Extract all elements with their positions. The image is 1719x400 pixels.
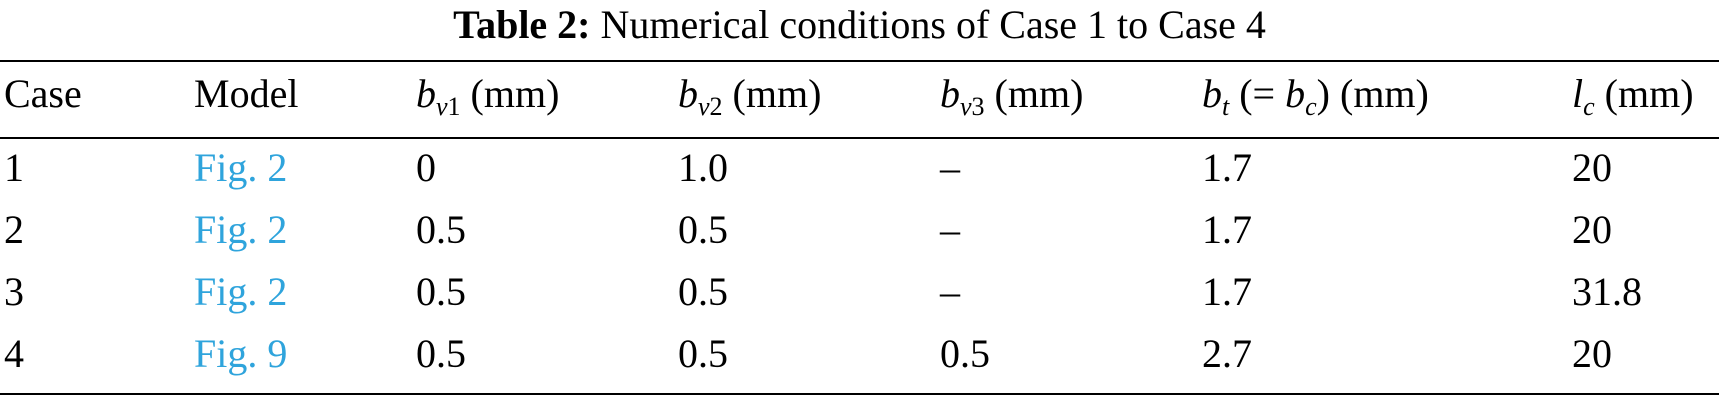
model-link[interactable]: Fig. 2 (194, 207, 288, 252)
cell-bv1: 0.5 (416, 207, 466, 252)
cell-bv3: – (940, 207, 960, 252)
table-header-rule (0, 137, 1719, 139)
header-case: Case (4, 71, 82, 116)
cell-case: 3 (4, 269, 24, 314)
header-bv1: bv1 (mm) (416, 71, 560, 121)
cell-bv1: 0.5 (416, 331, 466, 376)
cell-lc: 20 (1572, 207, 1612, 252)
cell-bt: 1.7 (1202, 207, 1252, 252)
cell-case: 4 (4, 331, 24, 376)
table-top-rule (0, 60, 1719, 62)
cell-bv3: – (940, 145, 960, 190)
cell-bv1: 0 (416, 145, 436, 190)
cell-case: 2 (4, 207, 24, 252)
header-bv2: bv2 (mm) (678, 71, 822, 121)
model-link[interactable]: Fig. 2 (194, 145, 288, 190)
header-bv3: bv3 (mm) (940, 71, 1084, 121)
caption-text: Numerical conditions of Case 1 to Case 4 (600, 2, 1266, 47)
header-model: Model (194, 71, 299, 116)
model-link[interactable]: Fig. 2 (194, 269, 288, 314)
table-caption: Table 2: Numerical conditions of Case 1 … (0, 0, 1719, 54)
table-row: 4 Fig. 9 0.5 0.5 0.5 2.7 20 (0, 324, 1719, 384)
cell-case: 1 (4, 145, 24, 190)
table-bottom-rule (0, 393, 1719, 395)
cell-bv2: 0.5 (678, 207, 728, 252)
cell-lc: 31.8 (1572, 269, 1642, 314)
cell-lc: 20 (1572, 145, 1612, 190)
cell-bv2: 1.0 (678, 145, 728, 190)
cell-bv2: 0.5 (678, 331, 728, 376)
header-lc: lc (mm) (1572, 71, 1694, 121)
cell-bt: 2.7 (1202, 331, 1252, 376)
cell-bv1: 0.5 (416, 269, 466, 314)
cell-bv3: – (940, 269, 960, 314)
caption-label: Table 2: (453, 2, 591, 47)
cell-lc: 20 (1572, 331, 1612, 376)
cell-bv3: 0.5 (940, 331, 990, 376)
table-header-row: Case Model bv1 (mm) bv2 (mm) bv3 (mm) bt… (0, 64, 1719, 124)
model-link[interactable]: Fig. 9 (194, 331, 288, 376)
table-row: 3 Fig. 2 0.5 0.5 – 1.7 31.8 (0, 262, 1719, 322)
cell-bt: 1.7 (1202, 269, 1252, 314)
header-bt: bt (= bc) (mm) (1202, 71, 1429, 121)
table-row: 2 Fig. 2 0.5 0.5 – 1.7 20 (0, 200, 1719, 260)
cell-bt: 1.7 (1202, 145, 1252, 190)
table-row: 1 Fig. 2 0 1.0 – 1.7 20 (0, 138, 1719, 198)
cell-bv2: 0.5 (678, 269, 728, 314)
